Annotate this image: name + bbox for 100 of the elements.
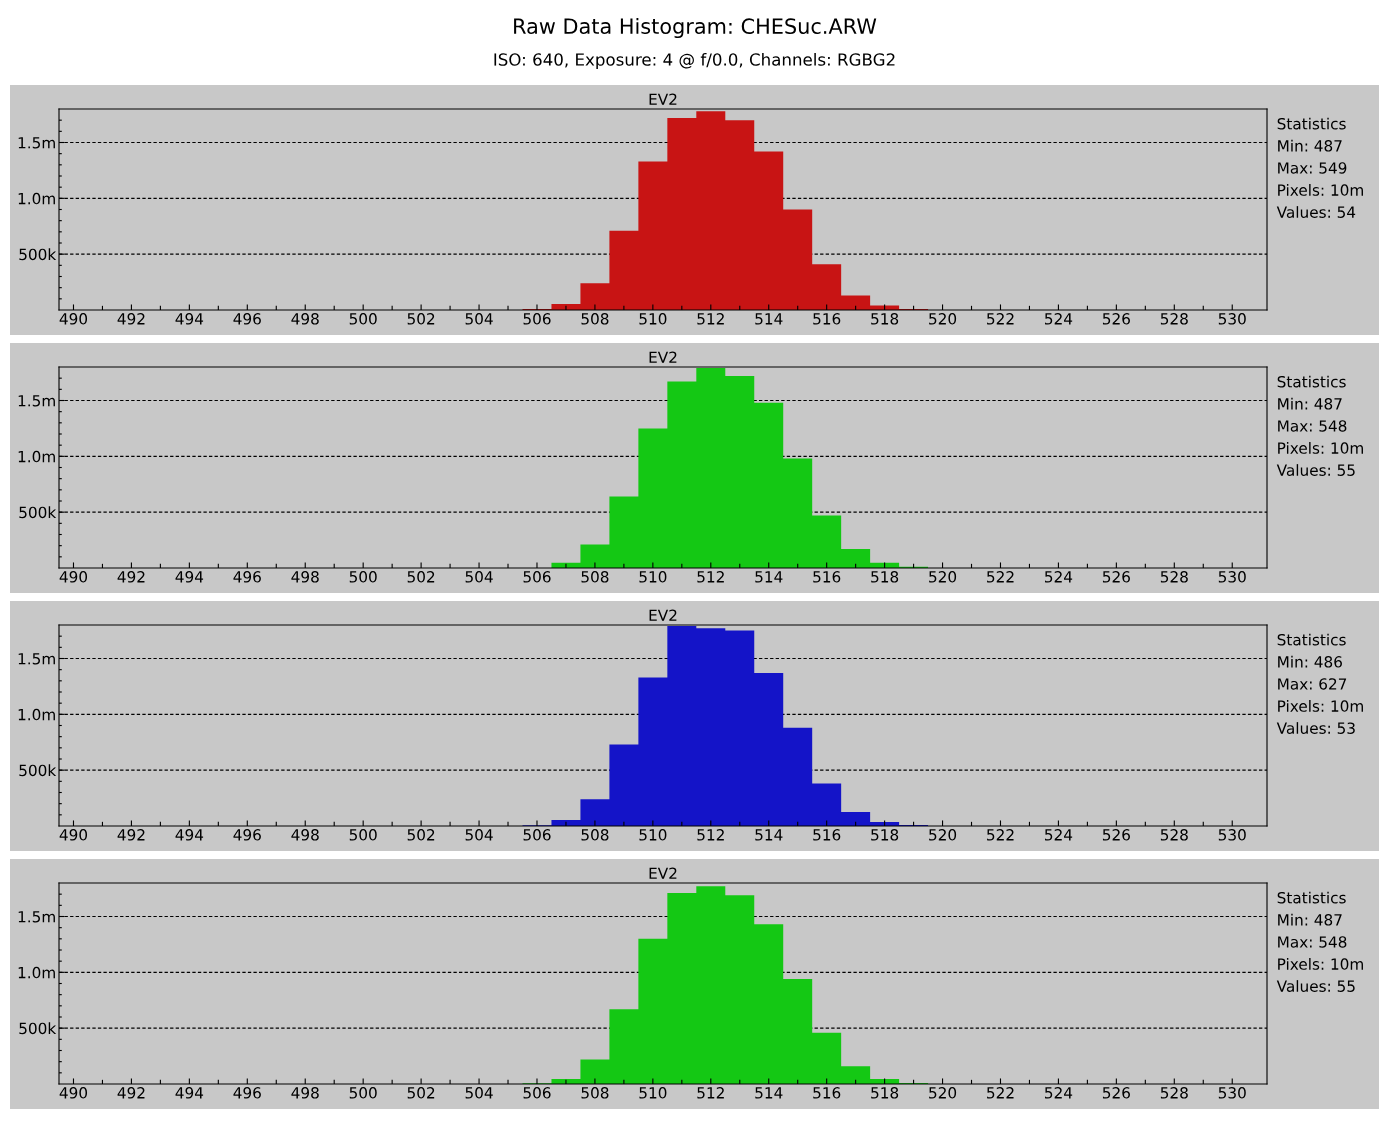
text: Statistics	[1277, 375, 1346, 388]
chart-title: EV2	[649, 609, 677, 621]
x-tick-label: 500	[349, 829, 377, 841]
x-tick-label: 490	[59, 313, 88, 325]
y-tick-label: 1.0m	[18, 450, 55, 463]
x-tick-label: 490	[59, 571, 88, 583]
x-tick-label: 494	[175, 829, 204, 841]
x-tick-label: 492	[117, 1087, 145, 1099]
x-tick-label: 490	[59, 829, 88, 841]
y-tick-label: 1.5m	[18, 653, 55, 665]
x-tick-label: 518	[871, 313, 899, 325]
text: Max: 627	[1278, 678, 1347, 690]
x-tick-label: 494	[175, 571, 204, 583]
x-tick-label: 510	[639, 829, 667, 841]
x-tick-label: 512	[697, 313, 724, 325]
text: Statistics	[1277, 633, 1346, 646]
text: Values: 55	[1276, 464, 1355, 476]
x-tick-label: 518	[871, 571, 899, 583]
x-tick-label: 494	[175, 1087, 204, 1099]
x-tick-label: 526	[1102, 313, 1130, 325]
x-tick-label: 524	[1045, 313, 1073, 325]
x-tick-label: 516	[813, 829, 841, 841]
text: Statistics	[1277, 117, 1346, 130]
x-tick-label: 496	[233, 829, 261, 841]
text: Statistics	[1277, 891, 1346, 904]
x-tick-label: 508	[581, 1087, 609, 1099]
x-tick-label: 528	[1160, 829, 1188, 841]
x-tick-label: 502	[407, 313, 435, 325]
x-tick-label: 502	[407, 1087, 435, 1099]
text: Values: 55	[1276, 980, 1355, 992]
x-tick-label: 510	[639, 571, 667, 583]
x-tick-label: 516	[813, 571, 841, 583]
x-tick-label: 512	[697, 829, 724, 841]
x-tick-label: 528	[1160, 313, 1188, 325]
x-tick-label: 492	[117, 313, 145, 325]
x-tick-label: 504	[465, 1087, 493, 1099]
text: Min: 487	[1278, 913, 1342, 926]
x-tick-label: 500	[349, 313, 377, 325]
x-tick-label: 492	[117, 571, 145, 583]
x-tick-label: 530	[1218, 571, 1246, 583]
x-tick-label: 526	[1102, 1087, 1130, 1099]
y-tick-label: 500k	[19, 248, 57, 261]
x-tick-label: 504	[465, 313, 493, 325]
x-tick-label: 526	[1102, 571, 1130, 583]
text: Max: 548	[1278, 420, 1347, 432]
y-tick-label: 1.0m	[18, 966, 55, 979]
x-tick-label: 516	[813, 1087, 841, 1099]
chart-title: EV2	[649, 351, 677, 363]
x-tick-label: 498	[291, 829, 319, 841]
x-tick-label: 530	[1218, 313, 1246, 325]
x-tick-label: 528	[1160, 1087, 1188, 1099]
text: Pixels: 10m	[1278, 958, 1363, 970]
x-tick-label: 522	[987, 571, 1014, 583]
x-tick-label: 490	[59, 1087, 88, 1099]
x-tick-label: 524	[1045, 1087, 1073, 1099]
text: Pixels: 10m	[1278, 700, 1363, 712]
x-tick-label: 522	[987, 1087, 1014, 1099]
x-tick-label: 508	[581, 571, 609, 583]
x-tick-label: 512	[697, 571, 724, 583]
x-tick-label: 524	[1045, 571, 1073, 583]
x-tick-label: 496	[233, 313, 261, 325]
y-tick-label: 1.0m	[18, 708, 55, 721]
x-tick-label: 520	[929, 313, 957, 325]
text: Values: 54	[1276, 206, 1356, 218]
text: Pixels: 10m	[1278, 184, 1363, 196]
x-tick-label: 510	[639, 313, 667, 325]
x-tick-label: 510	[639, 1087, 667, 1099]
x-tick-label: 506	[523, 571, 551, 583]
x-tick-label: 492	[117, 829, 145, 841]
x-tick-label: 508	[581, 829, 609, 841]
x-tick-label: 520	[929, 571, 957, 583]
y-tick-label: 500k	[19, 1022, 57, 1035]
x-tick-label: 508	[581, 313, 609, 325]
x-tick-label: 514	[755, 829, 783, 841]
x-tick-label: 522	[987, 313, 1014, 325]
x-tick-label: 504	[465, 829, 493, 841]
x-tick-label: 520	[929, 1087, 957, 1099]
x-tick-label: 526	[1102, 829, 1130, 841]
x-tick-label: 514	[755, 313, 783, 325]
text: Min: 487	[1278, 139, 1342, 152]
x-tick-label: 496	[233, 571, 261, 583]
x-tick-label: 530	[1218, 829, 1246, 841]
text: Max: 549	[1278, 162, 1347, 174]
text: Values: 53	[1276, 722, 1355, 734]
y-tick-label: 500k	[19, 506, 57, 519]
x-tick-label: 524	[1045, 829, 1073, 841]
x-tick-label: 498	[291, 313, 319, 325]
x-tick-label: 498	[291, 1087, 319, 1099]
x-tick-label: 514	[755, 1087, 783, 1099]
x-tick-label: 504	[465, 571, 493, 583]
text: Min: 487	[1278, 397, 1342, 410]
x-tick-label: 506	[523, 829, 551, 841]
chart-title: EV2	[649, 93, 677, 105]
x-tick-label: 514	[755, 571, 783, 583]
text: ISO: 640, Exposure: 4 @ f/0.0, Channels: RGBG2	[494, 52, 895, 70]
x-tick-label: 500	[349, 1087, 377, 1099]
y-tick-label: 500k	[19, 764, 57, 777]
x-tick-label: 530	[1218, 1087, 1246, 1099]
x-tick-label: 494	[175, 313, 204, 325]
text: Raw Data Histogram: CHESuc.ARW	[514, 17, 877, 39]
